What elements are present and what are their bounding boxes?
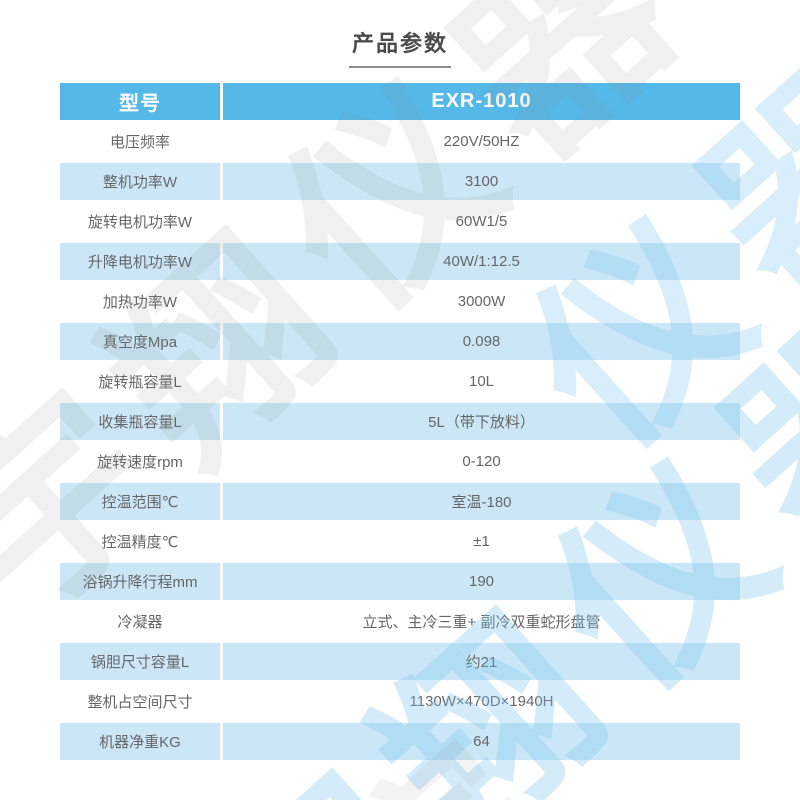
spec-label-cell: 整机占空间尺寸	[87, 694, 193, 711]
spec-table: 型号 EXR-1010 电压频率 220V/50HZ 整机功率W 3100 旋转…	[60, 83, 740, 763]
spec-value-cell: 3100	[223, 163, 740, 200]
spec-value-cell: 立式、主冷三重+ 副冷双重蛇形盘管	[362, 614, 601, 631]
spec-label-cell: 机器净重KG	[60, 723, 220, 760]
page-title-wrap: 产品参数	[0, 26, 800, 68]
spec-rows: 电压频率 220V/50HZ 整机功率W 3100 旋转电机功率W 60W1/5…	[60, 123, 740, 760]
table-row: 控温精度℃ ±1	[60, 523, 740, 560]
table-row: 浴锅升降行程mm 190	[60, 563, 740, 600]
table-row: 升降电机功率W 40W/1:12.5	[60, 243, 740, 280]
spec-value-cell: 190	[223, 563, 740, 600]
spec-value-cell: 1130W×470D×1940H	[409, 693, 554, 710]
table-row: 冷凝器 立式、主冷三重+ 副冷双重蛇形盘管	[60, 603, 740, 640]
spec-label-cell: 旋转瓶容量L	[98, 374, 182, 391]
spec-value-cell: 5L（带下放料）	[223, 403, 740, 440]
spec-label-cell: 控温精度℃	[101, 534, 179, 551]
model-value-cell: EXR-1010	[223, 83, 740, 120]
spec-label-cell: 旋转速度rpm	[97, 454, 183, 471]
spec-value-cell: 0.098	[223, 323, 740, 360]
table-row: 旋转瓶容量L 10L	[60, 363, 740, 400]
spec-label-cell: 加热功率W	[102, 294, 178, 311]
spec-label-cell: 冷凝器	[117, 614, 163, 631]
spec-label-cell: 收集瓶容量L	[60, 403, 220, 440]
spec-value-cell: 约21	[223, 643, 740, 680]
page-title: 产品参数	[348, 26, 451, 68]
table-row: 旋转电机功率W 60W1/5	[60, 203, 740, 240]
table-row: 收集瓶容量L 5L（带下放料）	[60, 403, 740, 440]
spec-label-cell: 升降电机功率W	[60, 243, 220, 280]
spec-label-cell: 整机功率W	[60, 163, 220, 200]
table-header-row: 型号 EXR-1010	[60, 83, 740, 120]
spec-value-cell: 40W/1:12.5	[223, 243, 740, 280]
table-row: 控温范围℃ 室温-180	[60, 483, 740, 520]
table-row: 真空度Mpa 0.098	[60, 323, 740, 360]
spec-label-cell: 浴锅升降行程mm	[60, 563, 220, 600]
table-row: 整机功率W 3100	[60, 163, 740, 200]
spec-value-cell: 室温-180	[223, 483, 740, 520]
table-row: 整机占空间尺寸 1130W×470D×1940H	[60, 683, 740, 720]
spec-label-cell: 旋转电机功率W	[87, 214, 193, 231]
spec-value-cell: ±1	[473, 533, 490, 550]
model-header-cell: 型号	[60, 83, 220, 120]
spec-value-cell: 0-120	[462, 453, 501, 470]
spec-value-cell: 3000W	[457, 293, 506, 310]
table-row: 旋转速度rpm 0-120	[60, 443, 740, 480]
spec-value-cell: 10L	[468, 373, 495, 390]
spec-value-cell: 220V/50HZ	[443, 133, 520, 150]
spec-label-cell: 真空度Mpa	[60, 323, 220, 360]
table-row: 机器净重KG 64	[60, 723, 740, 760]
spec-value-cell: 60W1/5	[455, 213, 508, 230]
spec-label-cell: 控温范围℃	[60, 483, 220, 520]
spec-value-cell: 64	[223, 723, 740, 760]
table-row: 锅胆尺寸容量L 约21	[60, 643, 740, 680]
spec-label-cell: 电压频率	[109, 134, 170, 151]
table-row: 电压频率 220V/50HZ	[60, 123, 740, 160]
table-row: 加热功率W 3000W	[60, 283, 740, 320]
spec-label-cell: 锅胆尺寸容量L	[60, 643, 220, 680]
